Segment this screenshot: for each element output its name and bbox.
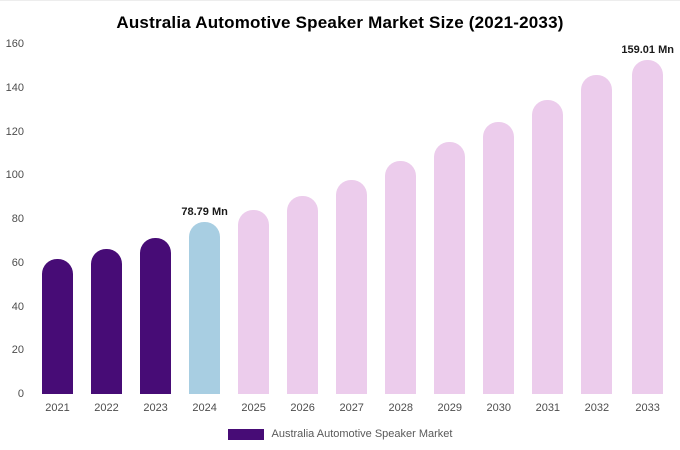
y-tick-label: 80 [11,213,24,225]
x-tick-label-2033: 2033 [635,402,660,414]
y-tick-label: 160 [5,38,24,50]
bar-column-2026: 2026 [278,44,327,414]
x-tick-label-2030: 2030 [486,402,512,414]
x-tick-label-2027: 2027 [339,402,364,414]
chart-title: Australia Automotive Speaker Market Size… [116,13,564,32]
bar-column-2021: 2021 [33,44,82,414]
x-tick-label-2025: 2025 [241,402,266,414]
bar-column-2025: 2025 [229,44,278,414]
bar-column-2024: 78.79 Mn 2024 [180,44,229,414]
y-tick-label: 60 [11,256,24,269]
bar-2031 [532,99,564,394]
y-tick-label: 40 [11,300,24,313]
y-axis: 0 20 40 60 80 100 120 140 160 [0,38,28,400]
bar-2028 [385,161,417,394]
data-label-2033: 159.01 Mn [621,44,674,56]
y-tick-label: 120 [5,125,24,138]
bar-2029 [434,142,466,394]
bar-2032 [581,74,613,394]
bar-column-2029: 2029 [425,44,474,414]
plot-area: 2021 2022 2023 78.79 Mn 2024 2025 2026 2027 2028… [33,44,674,414]
bar-column-2033: 159.01 Mn 2033 [621,44,674,414]
bar-column-2031: 2031 [523,44,572,414]
bar-2033 [632,60,664,394]
x-tick-label-2031: 2031 [535,402,561,414]
y-tick-label: 0 [17,388,24,400]
bar-column-2032: 2032 [572,44,621,414]
x-tick-label-2026: 2026 [290,402,315,414]
chart-area: 0 20 40 60 80 100 120 140 160 2021 2022 2023 78.79 … [0,38,680,414]
bar-2025 [238,210,270,394]
legend-swatch [227,428,264,440]
x-tick-label-2022: 2022 [94,402,119,414]
x-tick-label-2023: 2023 [143,402,168,414]
y-tick-label: 20 [11,344,24,357]
bar-2027 [336,179,368,394]
y-tick-label: 140 [5,81,24,94]
bar-2024 [189,221,221,394]
bar-column-2027: 2027 [327,44,376,414]
legend: Australia Automotive Speaker Market [0,428,680,440]
legend-label: Australia Automotive Speaker Market [271,428,453,440]
x-tick-label-2024: 2024 [192,402,217,414]
bar-column-2028: 2028 [376,44,425,414]
x-tick-label-2021: 2021 [45,402,70,414]
bar-2026 [287,196,319,394]
bar-2023 [140,237,172,394]
x-tick-label-2028: 2028 [388,402,413,414]
x-tick-label-2029: 2029 [437,402,462,414]
bar-2030 [483,121,515,394]
bar-column-2023: 2023 [131,44,180,414]
data-label-2024: 78.79 Mn [181,205,228,218]
bar-2021 [42,259,74,394]
bar-column-2022: 2022 [82,44,131,414]
x-tick-label-2032: 2032 [584,402,610,414]
bar-column-2030: 2030 [474,44,523,414]
bar-2022 [91,248,123,394]
y-tick-label: 100 [5,169,24,182]
